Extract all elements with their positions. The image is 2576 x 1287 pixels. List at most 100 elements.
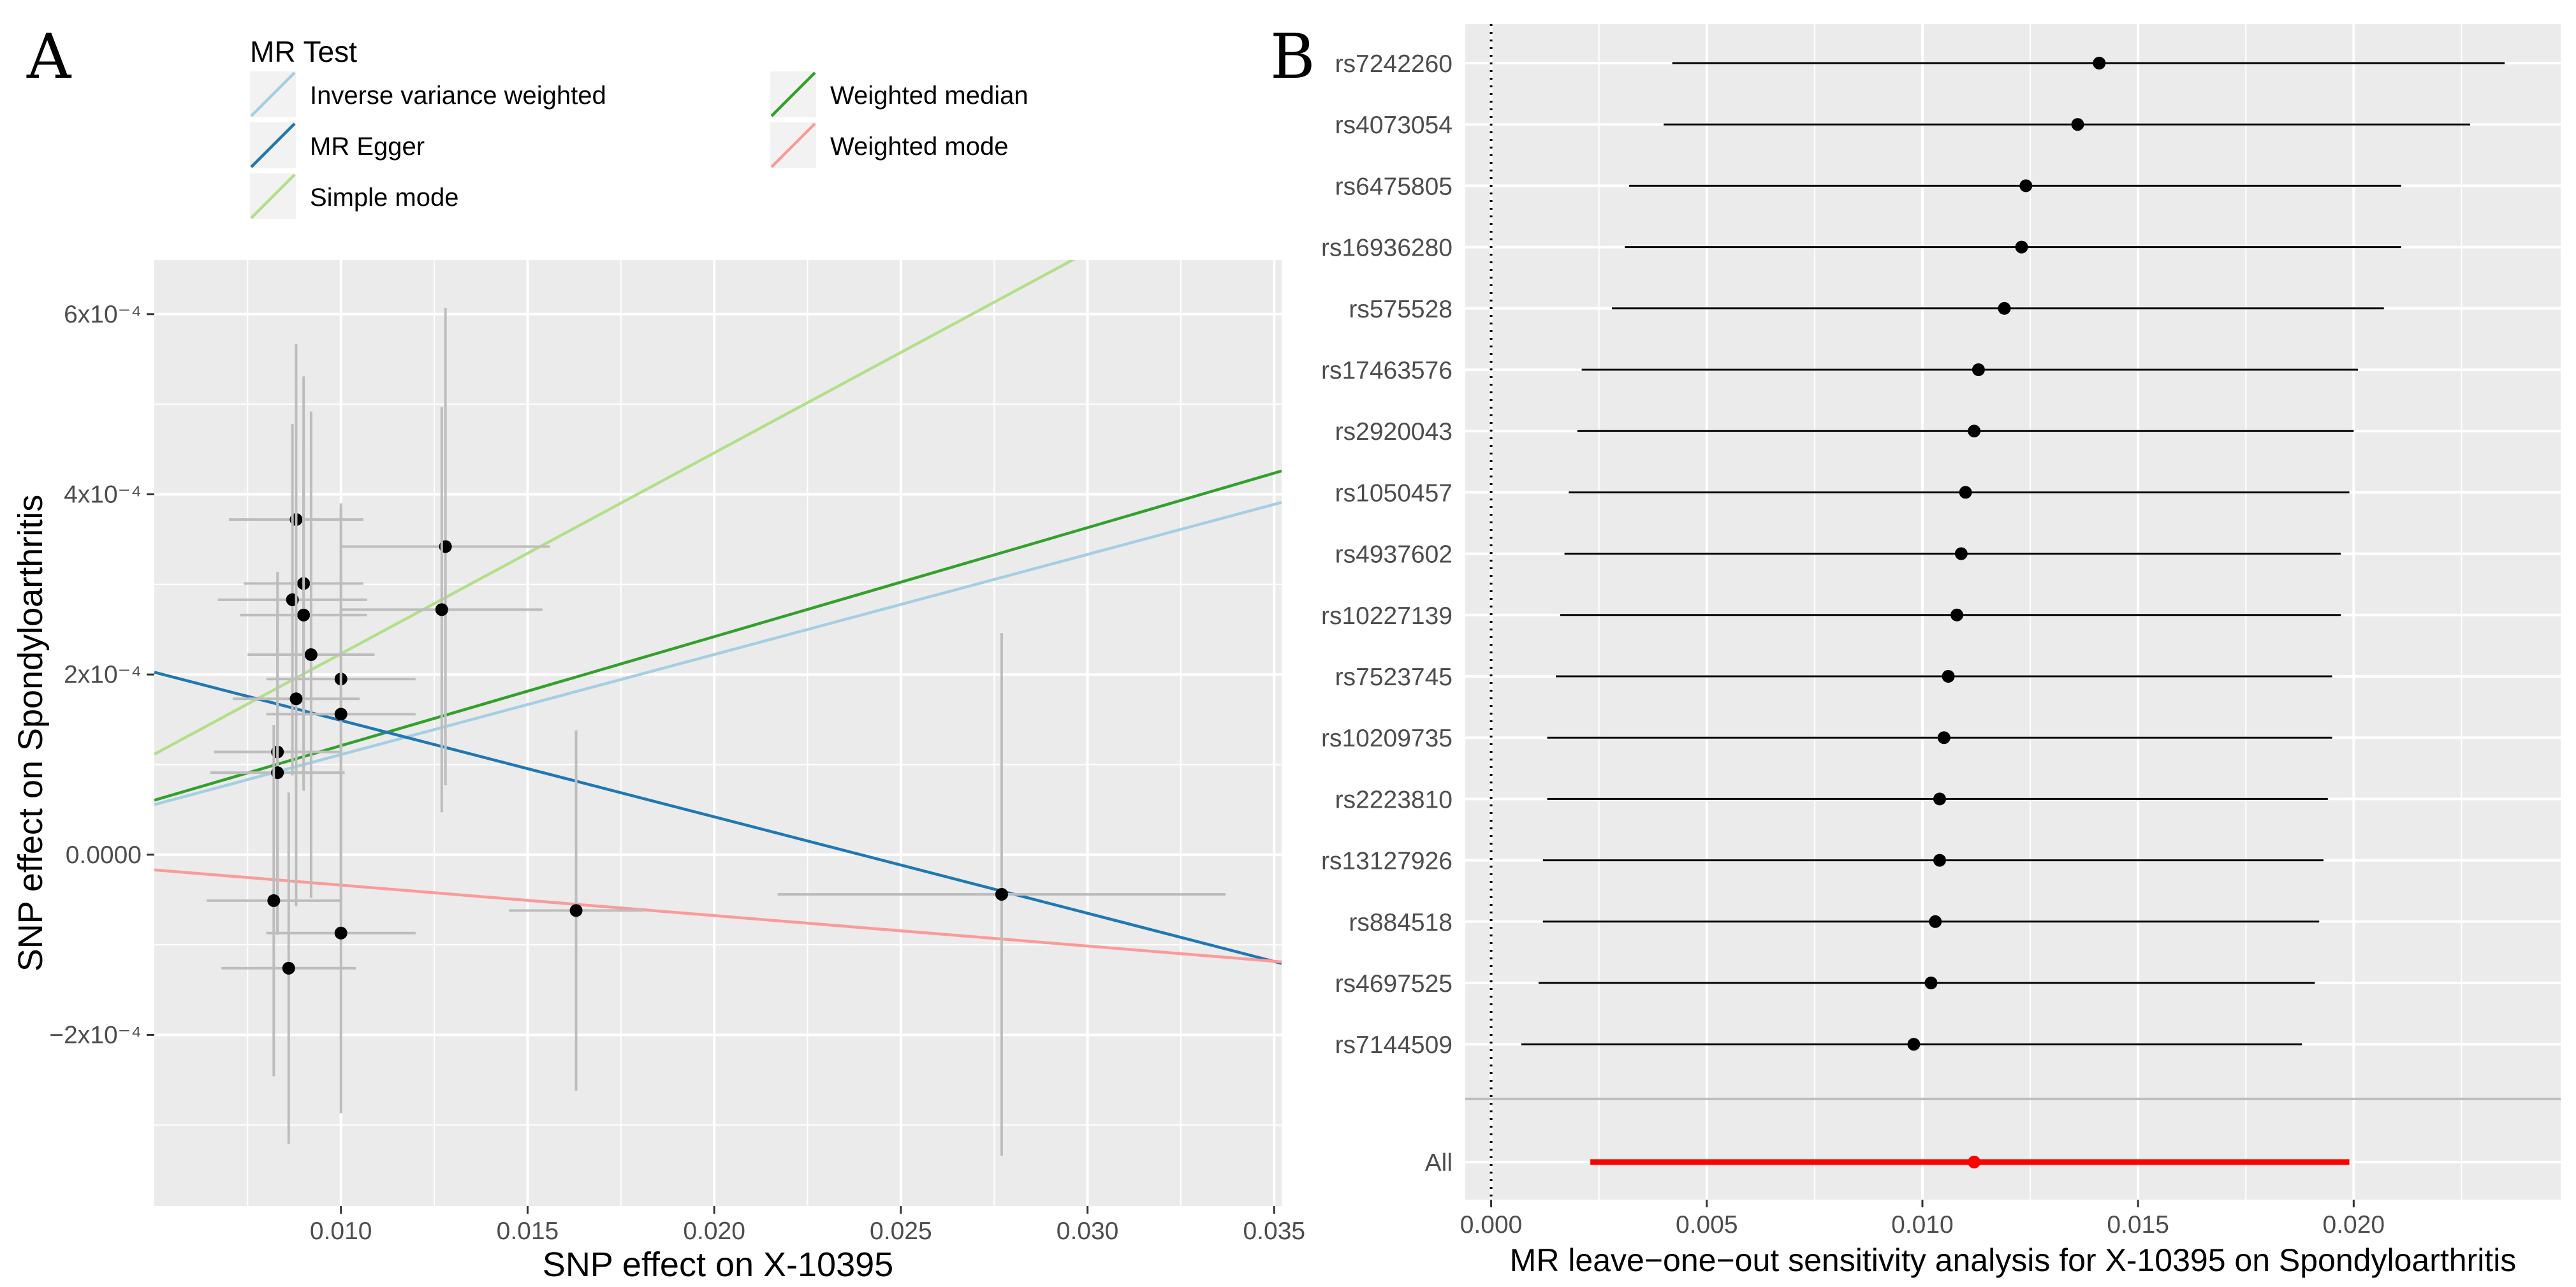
forest-row <box>1629 179 2401 193</box>
snp-point-group <box>206 725 341 1077</box>
snp-label: rs2223810 <box>1335 786 1453 813</box>
estimate-point <box>1968 425 1981 438</box>
forest-row <box>1556 670 2332 683</box>
panel-a-letter: A <box>26 21 72 92</box>
legend-label: Weighted mode <box>830 133 1008 161</box>
snp-label: rs575528 <box>1349 296 1453 323</box>
snp-label: rs17463576 <box>1321 357 1453 384</box>
legend-label: MR Egger <box>310 133 425 161</box>
legend-entry: Inverse variance weighted <box>250 71 606 117</box>
legend-label: Simple mode <box>310 184 458 212</box>
estimate-point <box>1907 1038 1921 1051</box>
snp-label: rs4073054 <box>1335 112 1453 139</box>
legend-key-line <box>250 173 296 219</box>
panel-b-forest-rows <box>1521 57 2505 1168</box>
forest-row <box>1560 608 2341 622</box>
legend-key-line <box>250 122 296 168</box>
panel-a-x-axis-title: SNP effect on X-10395 <box>543 1246 893 1284</box>
snp-point-group <box>777 633 1226 1156</box>
forest-row <box>1564 547 2341 560</box>
snp-label: rs6475805 <box>1335 173 1453 200</box>
legend-entry: Weighted mode <box>770 122 1008 168</box>
estimate-point <box>1937 731 1950 745</box>
snp-label: rs1050457 <box>1335 479 1453 507</box>
estimate-point <box>1954 547 1968 560</box>
forest-row <box>1569 486 2350 499</box>
estimate-point <box>2015 240 2028 254</box>
forest-row <box>1625 240 2401 254</box>
panel-b-plot-area <box>1465 24 2561 1200</box>
estimate-point <box>1950 608 1964 622</box>
forest-row <box>1542 915 2320 928</box>
snp-point <box>304 648 318 662</box>
x-tick-label: 0.025 <box>870 1218 932 1245</box>
snp-point-group <box>221 792 356 1144</box>
snp-label: rs16936280 <box>1321 235 1453 262</box>
snp-label: rs7242260 <box>1335 50 1453 78</box>
x-tick-label: 0.030 <box>1057 1218 1119 1245</box>
x-tick-label: 0.020 <box>2323 1211 2385 1239</box>
snp-point <box>995 887 1008 901</box>
panel-a-plot-area <box>154 260 1282 1206</box>
legend-entry: Simple mode <box>250 173 458 219</box>
estimate-point <box>1933 792 1947 806</box>
x-tick-label: 0.020 <box>683 1218 745 1245</box>
snp-point <box>267 894 281 907</box>
legend-entry: MR Egger <box>250 122 425 168</box>
legend-label: Weighted median <box>830 82 1028 110</box>
snp-point <box>334 926 348 940</box>
y-tick-label: −2x10⁻⁴ <box>49 1021 142 1049</box>
y-tick-label: 0.0000 <box>66 841 142 869</box>
snp-label: rs7523745 <box>1335 664 1453 691</box>
snp-label: rs2920043 <box>1335 418 1453 446</box>
forest-row <box>1538 977 2315 989</box>
legend-label: Inverse variance weighted <box>310 82 606 110</box>
overall-estimate-point <box>1968 1156 1981 1168</box>
snp-label: rs13127926 <box>1321 848 1453 875</box>
estimate-point <box>1972 363 1985 376</box>
x-tick-label: 0.010 <box>1891 1211 1954 1239</box>
snp-point <box>289 692 303 706</box>
snp-label: rs4697525 <box>1335 970 1453 998</box>
forest-row <box>1672 57 2505 69</box>
forest-row <box>1664 118 2470 131</box>
snp-label: rs10227139 <box>1321 602 1453 630</box>
forest-row-overall <box>1590 1156 2350 1168</box>
y-tick-label: 2x10⁻⁴ <box>64 661 142 688</box>
snp-label: rs4937602 <box>1335 541 1453 569</box>
snp-point <box>297 608 311 622</box>
estimate-point <box>1998 302 2011 315</box>
snp-point-group <box>340 407 543 813</box>
panel-b-axes: rs7242260 rs4073054 rs6475805 rs16936280 rs5… <box>1321 50 2385 1239</box>
snp-label: rs7144509 <box>1335 1031 1453 1059</box>
x-tick-label: 0.035 <box>1243 1218 1305 1245</box>
overall-label: All <box>1425 1149 1453 1177</box>
x-tick-label: 0.010 <box>310 1218 372 1245</box>
panel-a-axes: 0.010 0.015 0.020 0.025 0.030 0.035 −2x10⁻⁴ 0.0… <box>49 301 1305 1245</box>
x-tick-label: 0.005 <box>1676 1211 1738 1239</box>
panel-b-letter: B <box>1270 21 1315 92</box>
snp-point-group <box>210 610 345 935</box>
snp-point-group <box>240 444 367 787</box>
snp-point <box>282 961 295 975</box>
x-tick-label: 0.000 <box>1460 1211 1523 1239</box>
legend-title: MR Test <box>250 35 357 68</box>
x-tick-label: 0.015 <box>497 1218 559 1245</box>
estimate-point <box>2071 118 2084 131</box>
mr-test-legend: MR Test Inverse variance weighted MR Egge… <box>250 35 1028 219</box>
forest-row <box>1611 302 2384 315</box>
snp-point <box>435 603 448 616</box>
forest-row <box>1547 792 2328 806</box>
forest-row <box>1521 1038 2302 1051</box>
legend-key-line <box>770 122 816 168</box>
snp-point-group <box>247 411 375 898</box>
snp-point <box>569 904 583 917</box>
snp-label: rs884518 <box>1349 909 1453 936</box>
panel-a-snp-points <box>206 307 1226 1156</box>
x-tick-label: 0.015 <box>2107 1211 2169 1239</box>
forest-row <box>1547 731 2332 745</box>
y-tick-label: 6x10⁻⁴ <box>64 301 142 328</box>
estimate-point <box>1942 670 1955 683</box>
legend-entry: Weighted median <box>770 71 1028 117</box>
